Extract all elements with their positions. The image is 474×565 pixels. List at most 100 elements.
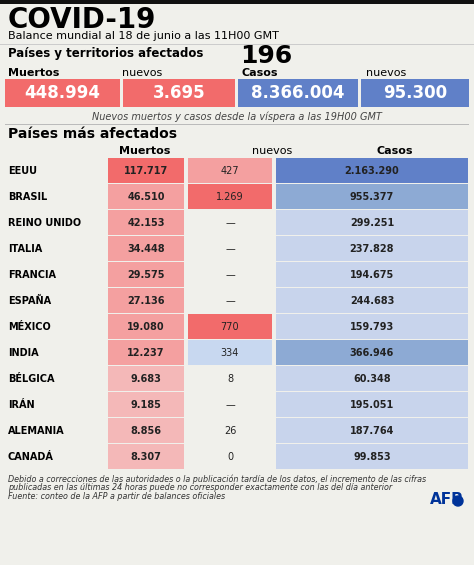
Text: —: — [225,270,235,280]
Text: 955.377: 955.377 [350,192,394,202]
Text: Muertos: Muertos [8,68,59,78]
Text: 8: 8 [227,374,233,384]
Bar [276,288,468,313]
Text: 196: 196 [240,44,292,68]
Text: 42.153: 42.153 [127,218,165,228]
Text: 448.994: 448.994 [25,84,100,102]
Text: nuevos: nuevos [252,146,292,156]
Bar [188,184,272,209]
Bar [361,79,469,107]
Text: 9.185: 9.185 [130,400,162,410]
Text: COVID-19: COVID-19 [8,6,156,34]
Text: 0: 0 [227,452,233,462]
Text: 195.051: 195.051 [350,400,394,410]
Bar [188,340,272,365]
Text: 26: 26 [224,426,236,436]
Bar [276,444,468,469]
Bar [276,340,468,365]
Text: 299.251: 299.251 [350,218,394,228]
Bar [108,236,184,261]
Text: 8.856: 8.856 [130,426,162,436]
Text: publicadas en las últimas 24 horas puede no corresponder exactamente con las del: publicadas en las últimas 24 horas puede… [8,483,392,492]
Text: 159.793: 159.793 [350,322,394,332]
Text: ITALIA: ITALIA [8,244,42,254]
Text: nuevos: nuevos [366,68,406,78]
Text: 194.675: 194.675 [350,270,394,280]
Text: 2.163.290: 2.163.290 [345,166,400,176]
Text: INDIA: INDIA [8,348,38,358]
Bar [108,158,184,183]
Text: 334: 334 [221,348,239,358]
Bar [276,392,468,417]
Bar [276,262,468,287]
Bar [108,392,184,417]
Bar [0,44,474,45]
Text: Debido a correcciones de las autoridades o la publicación tardía de los datos, e: Debido a correcciones de las autoridades… [8,474,426,484]
Bar [123,79,235,107]
Bar [238,79,358,107]
Text: 244.683: 244.683 [350,296,394,306]
Bar [108,418,184,443]
Text: 117.717: 117.717 [124,166,168,176]
Text: Países más afectados: Países más afectados [8,127,177,141]
Bar [5,124,469,125]
Bar [276,366,468,391]
Bar [108,444,184,469]
Text: 237.828: 237.828 [350,244,394,254]
Text: 8.366.004: 8.366.004 [251,84,345,102]
Text: 8.307: 8.307 [130,452,162,462]
Text: ESPAÑA: ESPAÑA [8,296,51,306]
Bar [108,210,184,235]
Bar [108,262,184,287]
Text: 34.448: 34.448 [127,244,165,254]
Text: 427: 427 [221,166,239,176]
Bar [0,0,474,4]
Text: 9.683: 9.683 [130,374,162,384]
Text: 99.853: 99.853 [353,452,391,462]
Bar [276,210,468,235]
Text: IRÁN: IRÁN [8,400,35,410]
Text: 19.080: 19.080 [127,322,165,332]
Text: 3.695: 3.695 [153,84,205,102]
Bar [108,366,184,391]
Text: 1.269: 1.269 [216,192,244,202]
Text: —: — [225,218,235,228]
Text: Nuevos muertos y casos desde la víspera a las 19H00 GMT: Nuevos muertos y casos desde la víspera … [92,111,382,121]
Text: Balance mundial al 18 de junio a las 11H00 GMT: Balance mundial al 18 de junio a las 11H… [8,31,279,41]
Bar [276,314,468,339]
Bar [276,184,468,209]
Text: AFP: AFP [430,492,463,507]
Text: Muertos: Muertos [119,146,171,156]
Text: 770: 770 [221,322,239,332]
Bar [108,314,184,339]
Circle shape [453,496,463,506]
Text: 60.348: 60.348 [353,374,391,384]
Text: FRANCIA: FRANCIA [8,270,56,280]
Text: REINO UNIDO: REINO UNIDO [8,218,81,228]
Text: 12.237: 12.237 [127,348,165,358]
Text: —: — [225,296,235,306]
Bar [188,314,272,339]
Text: EEUU: EEUU [8,166,37,176]
Text: 27.136: 27.136 [127,296,165,306]
Text: 46.510: 46.510 [127,192,165,202]
Text: Casos: Casos [377,146,413,156]
Bar [276,158,468,183]
Bar [108,184,184,209]
Bar [108,340,184,365]
Text: 29.575: 29.575 [127,270,165,280]
Bar [276,418,468,443]
Bar [108,288,184,313]
Text: BÉLGICA: BÉLGICA [8,374,55,384]
Bar [276,236,468,261]
Text: BRASIL: BRASIL [8,192,47,202]
Text: —: — [225,244,235,254]
Text: nuevos: nuevos [122,68,162,78]
Text: —: — [225,400,235,410]
Text: MÉXICO: MÉXICO [8,322,51,332]
Text: 366.946: 366.946 [350,348,394,358]
Bar [188,158,272,183]
Text: ALEMANIA: ALEMANIA [8,426,64,436]
Bar [5,79,120,107]
Text: Fuente: conteo de la AFP a partir de balances oficiales: Fuente: conteo de la AFP a partir de bal… [8,492,225,501]
